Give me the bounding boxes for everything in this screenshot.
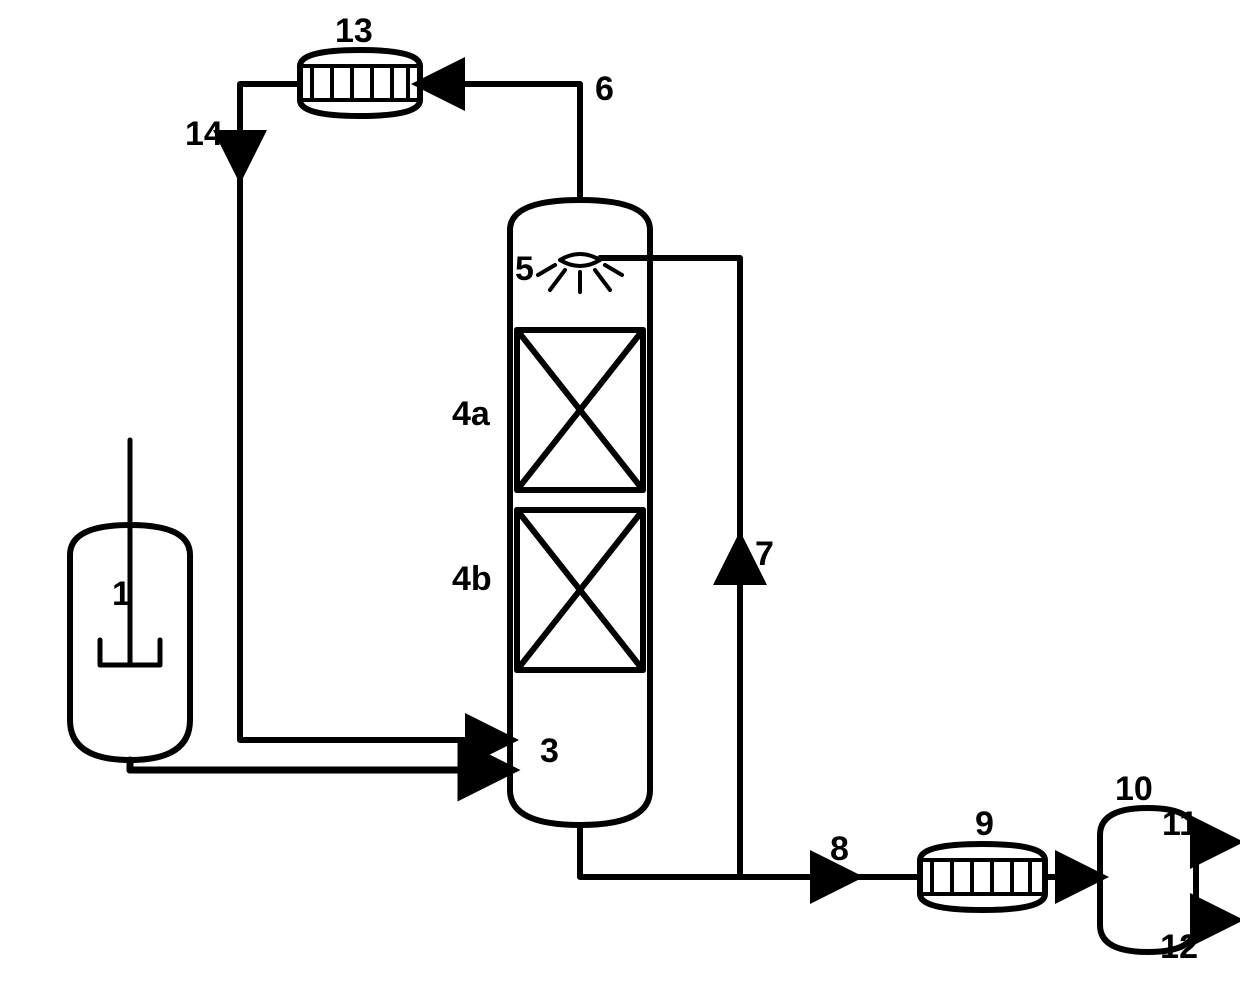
label-10: 10 xyxy=(1115,770,1153,808)
label-5: 5 xyxy=(515,250,534,288)
labels-group: 1 3 4a 4b 5 6 7 8 9 10 11 12 13 14 xyxy=(112,12,1198,966)
stream-8 xyxy=(580,825,920,877)
label-7: 7 xyxy=(755,535,774,573)
label-12: 12 xyxy=(1160,928,1198,966)
exchanger-9-icon xyxy=(920,844,1045,910)
label-3: 3 xyxy=(540,732,559,770)
label-13: 13 xyxy=(335,12,373,50)
condenser-13-icon xyxy=(300,50,420,116)
label-14: 14 xyxy=(185,115,223,153)
label-11: 11 xyxy=(1162,805,1198,843)
label-4b: 4b xyxy=(452,560,492,598)
stream-6 xyxy=(420,84,580,200)
packing-4a xyxy=(517,330,643,490)
label-4a: 4a xyxy=(452,395,491,433)
label-1: 1 xyxy=(112,575,131,613)
label-9: 9 xyxy=(975,805,994,843)
stream-feed-to-column xyxy=(130,760,510,770)
process-flow-diagram: 1 3 4a 4b 5 6 7 8 9 10 11 12 13 14 xyxy=(0,0,1240,981)
packing-4b xyxy=(517,510,643,670)
label-8: 8 xyxy=(830,830,849,868)
label-6: 6 xyxy=(595,70,614,108)
stream-7 xyxy=(600,258,740,877)
